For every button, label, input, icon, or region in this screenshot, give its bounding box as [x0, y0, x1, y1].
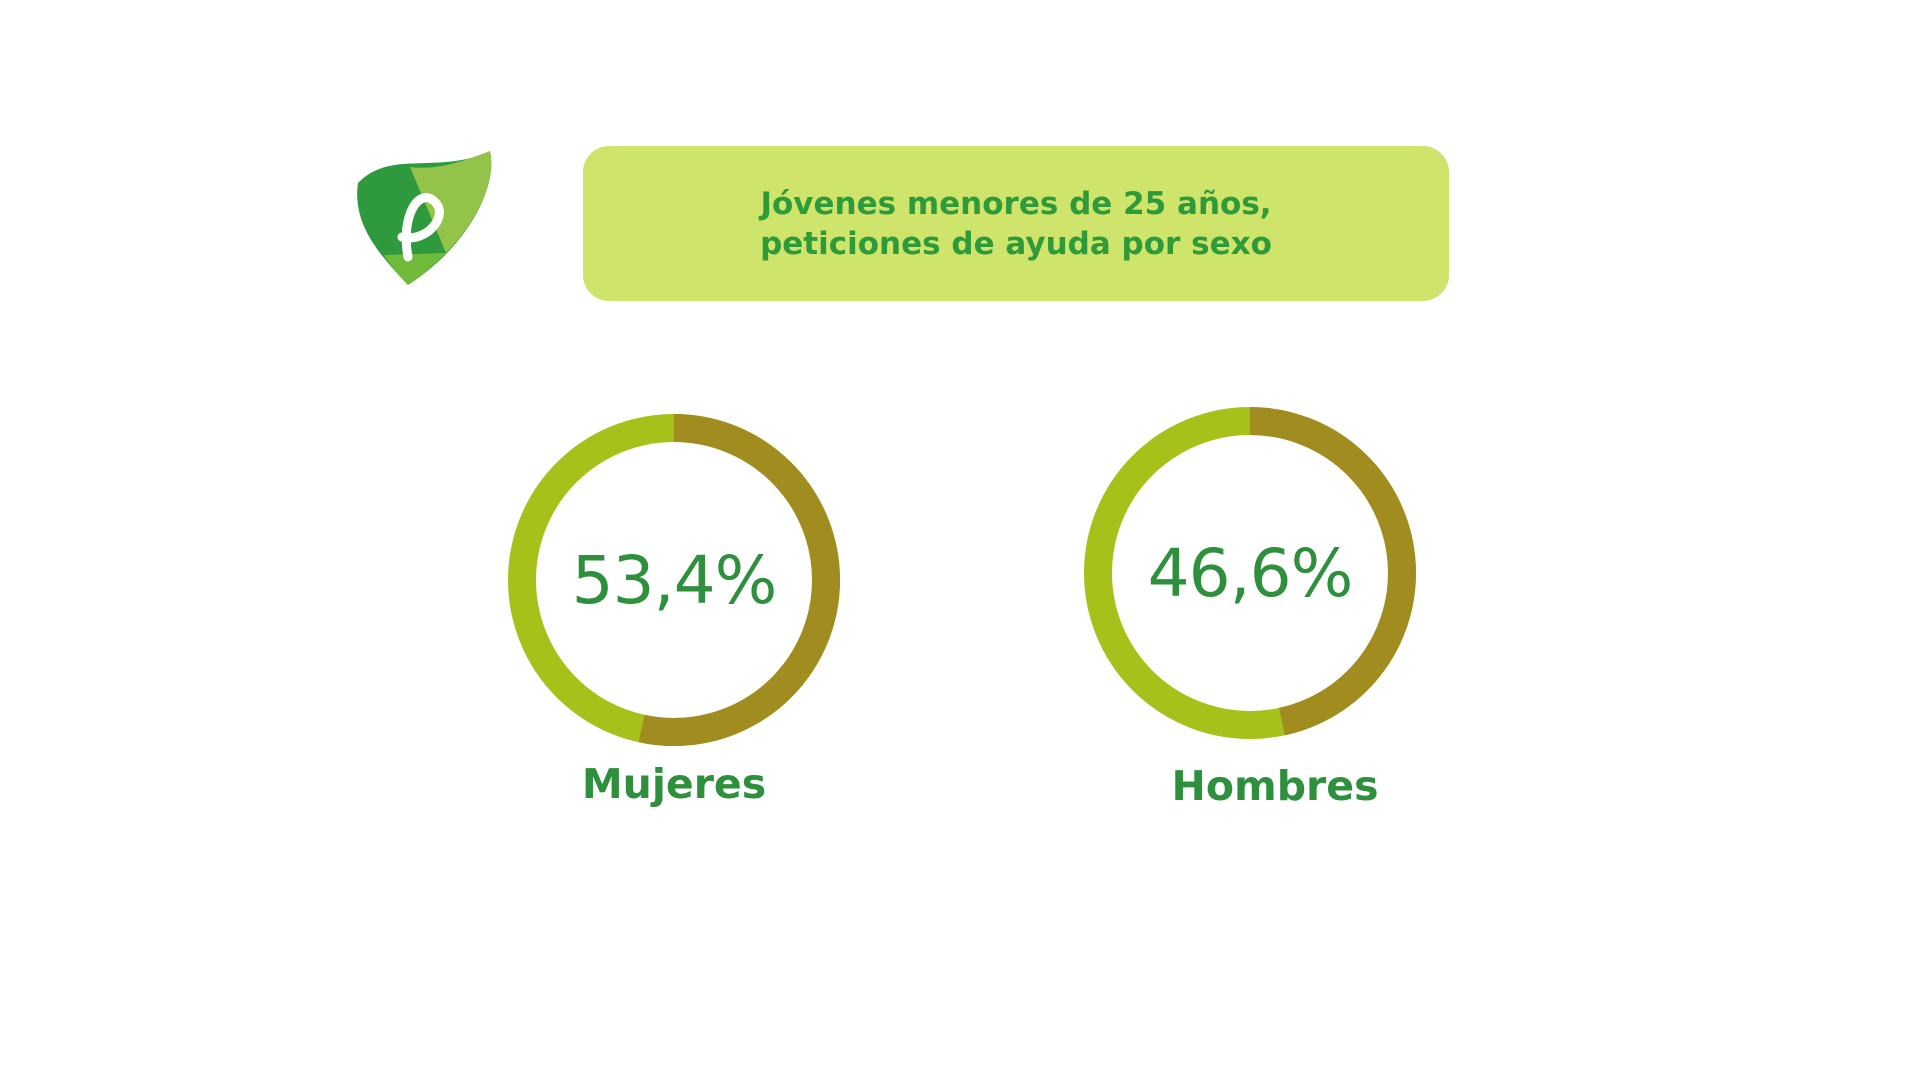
category-label-hombres: Hombres	[1171, 762, 1379, 810]
leaf-p-logo-icon	[357, 151, 492, 285]
chart-title-line-2: peticiones de ayuda por sexo	[760, 225, 1272, 262]
value-label-hombres: 46,6%	[1147, 534, 1354, 612]
donut-arc-mujeres	[508, 414, 840, 746]
value-label-mujeres: 53,4%	[571, 541, 778, 619]
donut-chart-mujeres: 53,4%	[499, 405, 849, 755]
chart-title-line-1: Jóvenes menores de 25 años,	[760, 185, 1272, 222]
title-banner: Jóvenes menores de 25 años, peticiones d…	[583, 146, 1449, 301]
donut-chart-hombres: 46,6%	[1075, 398, 1425, 748]
category-label-mujeres: Mujeres	[581, 760, 767, 808]
donut-arc-hombres	[1084, 407, 1416, 739]
